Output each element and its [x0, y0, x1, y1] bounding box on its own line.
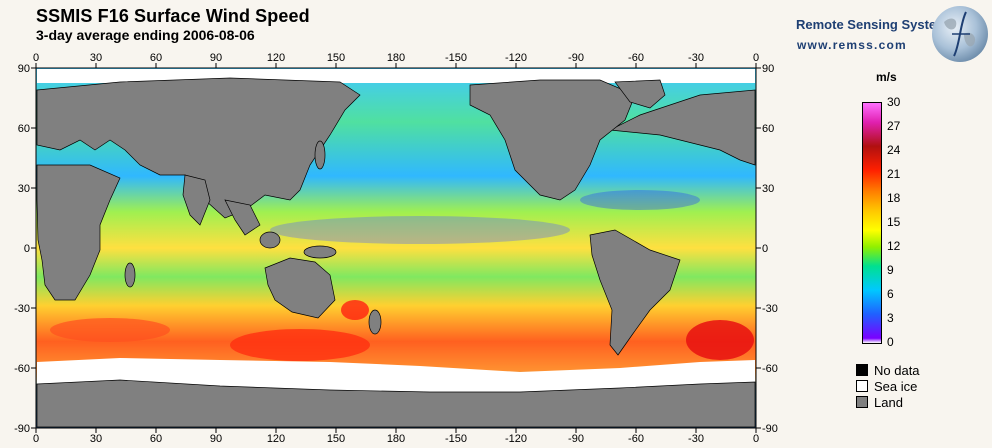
tick-marks — [31, 63, 761, 433]
lon-label: 120 — [267, 433, 285, 445]
lon-label: 90 — [210, 433, 222, 445]
land-greenland — [614, 79, 666, 109]
map-title: SSMIS F16 Surface Wind Speed — [36, 6, 310, 26]
lon-label: -120 — [505, 52, 527, 64]
colorbar-label: 15 — [887, 215, 901, 229]
lon-label: 0 — [33, 433, 39, 445]
colorbar-label: 6 — [887, 287, 894, 301]
legend-item-land: Land — [856, 394, 903, 410]
lat-label: 30 — [762, 183, 774, 195]
lat-label: -60 — [762, 363, 778, 375]
colorbar-label: 27 — [887, 119, 901, 133]
colorbar-label: 21 — [887, 167, 901, 181]
lat-label: 60 — [762, 123, 774, 135]
colorbar-label: 3 — [887, 311, 894, 325]
lon-label: -90 — [568, 433, 584, 445]
lon-labels-top: 0 30 60 90 120 150 180 -150 -120 -90 -60… — [33, 52, 759, 64]
legend-swatch — [856, 364, 868, 376]
low-wind-band — [270, 216, 570, 244]
lat-label: -60 — [14, 363, 30, 375]
colorbar-label: 12 — [887, 239, 901, 253]
lat-label: 60 — [18, 123, 30, 135]
land-australia — [264, 257, 336, 319]
land-antarctica — [36, 379, 756, 428]
colorbar — [862, 102, 882, 344]
map-subtitle: 3-day average ending 2006-08-06 — [36, 27, 255, 43]
lon-label: -90 — [568, 52, 584, 64]
land-japan — [314, 140, 326, 170]
lat-label: 30 — [18, 183, 30, 195]
lon-label: 0 — [753, 433, 759, 445]
lon-label: 60 — [150, 52, 162, 64]
land-borneo — [259, 231, 281, 249]
legend-item-no-data: No data — [856, 362, 920, 378]
colorbar-label: 9 — [887, 263, 894, 277]
lat-label: 0 — [24, 243, 30, 255]
land-south-america — [589, 229, 681, 356]
land-africa — [36, 164, 121, 301]
lon-label: 150 — [327, 433, 345, 445]
colorbar-label: 24 — [887, 143, 901, 157]
land-layer — [36, 77, 756, 428]
high-wind-patch — [50, 318, 170, 342]
lat-label: 90 — [762, 63, 774, 75]
lon-label: 120 — [267, 52, 285, 64]
brand-url: www.remss.com — [797, 38, 907, 52]
land-india — [182, 174, 211, 226]
lat-label: -30 — [762, 303, 778, 315]
high-wind-patch — [230, 329, 370, 361]
lon-label: 150 — [327, 52, 345, 64]
lat-label: 90 — [18, 63, 30, 75]
lon-label: -30 — [688, 52, 704, 64]
lon-label: 90 — [210, 52, 222, 64]
land-new-guinea — [303, 245, 337, 259]
lon-label: 180 — [387, 433, 405, 445]
lat-labels-right: 90 60 30 0 -30 -60 -90 — [762, 63, 778, 435]
legend-swatch — [856, 380, 868, 392]
lon-label: 30 — [90, 433, 102, 445]
lat-label: -30 — [14, 303, 30, 315]
lon-labels-bottom: 0 30 60 90 120 150 180 -150 -120 -90 -60… — [33, 433, 759, 445]
high-wind-patch — [686, 320, 754, 360]
lat-label: -90 — [762, 423, 778, 435]
lon-label: 0 — [753, 52, 759, 64]
lon-label: -150 — [445, 52, 467, 64]
lon-label: -30 — [688, 433, 704, 445]
low-wind-band — [580, 190, 700, 210]
lon-label: -120 — [505, 433, 527, 445]
lon-label: -150 — [445, 433, 467, 445]
legend-swatch — [856, 396, 868, 408]
land-southeast-asia — [224, 199, 261, 236]
land-madagascar — [124, 262, 136, 288]
lon-label: 180 — [387, 52, 405, 64]
lat-label: 0 — [762, 243, 768, 255]
colorbar-label: 30 — [887, 95, 901, 109]
legend-label: Sea ice — [874, 378, 918, 394]
colorbar-label: 0 — [887, 335, 894, 349]
colorbar-label: 18 — [887, 191, 901, 205]
legend-label: Land — [874, 394, 903, 410]
legend-label: No data — [874, 362, 920, 378]
lon-label: -60 — [628, 433, 644, 445]
lat-label: -90 — [14, 423, 30, 435]
globe-logo-icon — [932, 6, 988, 62]
colorbar-unit: m/s — [876, 70, 897, 84]
lon-label: -60 — [628, 52, 644, 64]
brand-name: Remote Sensing Systems — [796, 17, 955, 32]
lon-label: 0 — [33, 52, 39, 64]
land-europe-west — [608, 89, 756, 166]
land-new-zealand — [368, 309, 382, 335]
legend-item-sea-ice: Sea ice — [856, 378, 918, 394]
land-north-america — [469, 79, 636, 201]
lon-label: 30 — [90, 52, 102, 64]
high-wind-patch — [341, 300, 369, 320]
lon-label: 60 — [150, 433, 162, 445]
lat-labels-left: 90 60 30 0 -30 -60 -90 — [14, 63, 30, 435]
